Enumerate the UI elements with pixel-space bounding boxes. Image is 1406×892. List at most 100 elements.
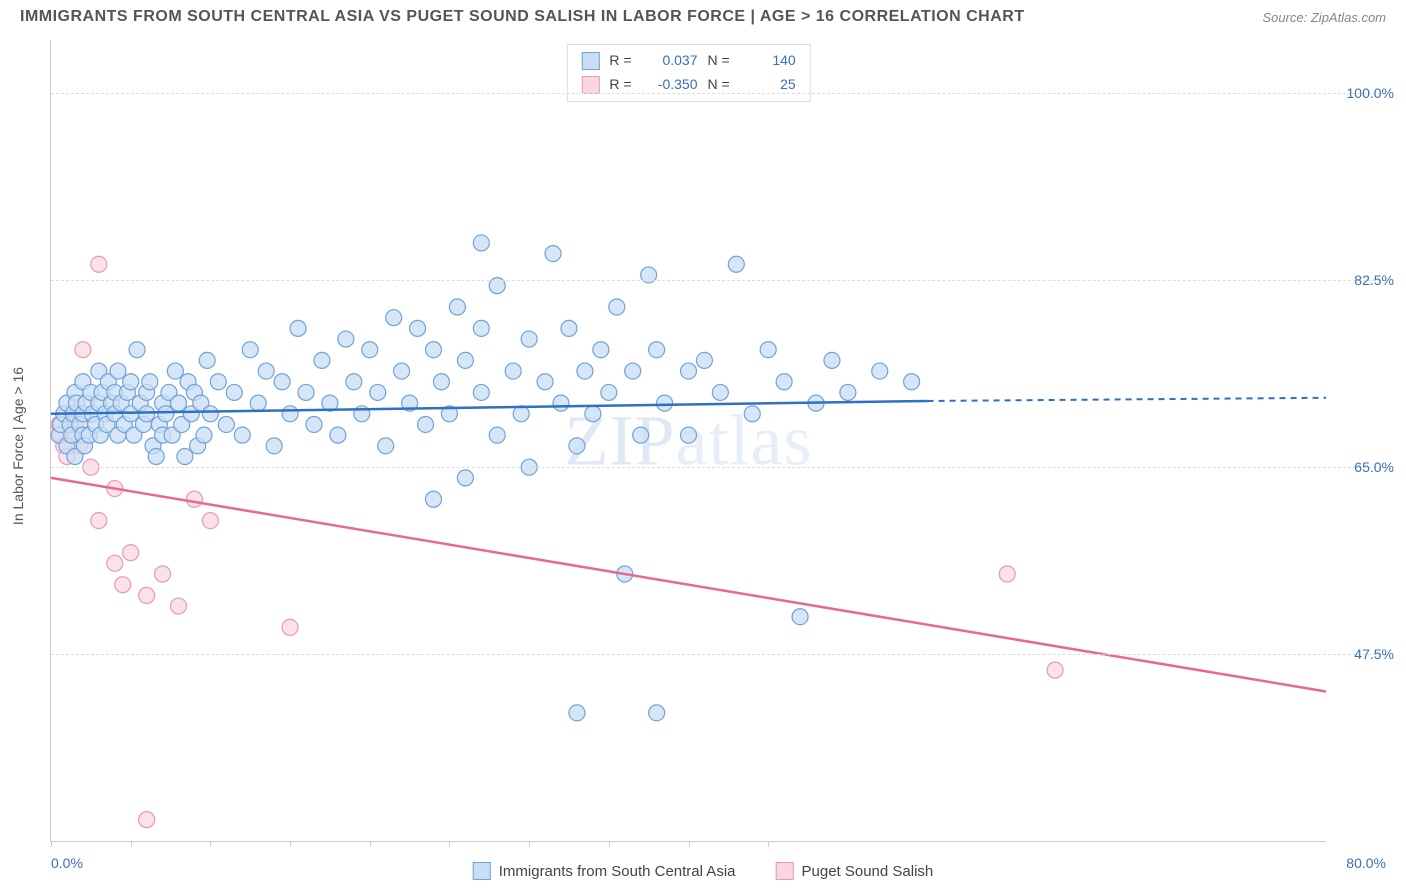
scatter-point (457, 352, 473, 368)
chart-title: IMMIGRANTS FROM SOUTH CENTRAL ASIA VS PU… (20, 8, 1025, 26)
scatter-point (314, 352, 330, 368)
x-tick (689, 841, 690, 847)
scatter-point (625, 363, 641, 379)
scatter-point (167, 363, 183, 379)
scatter-point (681, 363, 697, 379)
swatch-blue (473, 862, 491, 880)
y-tick-label: 47.5% (1334, 646, 1394, 662)
scatter-point (171, 395, 187, 411)
scatter-point (418, 416, 434, 432)
scatter-point (330, 427, 346, 443)
scatter-point (410, 320, 426, 336)
scatter-point (346, 374, 362, 390)
scatter-point (107, 555, 123, 571)
scatter-point (505, 363, 521, 379)
y-tick-label: 65.0% (1334, 459, 1394, 475)
scatter-point (177, 449, 193, 465)
legend-label-series1: Immigrants from South Central Asia (499, 863, 736, 880)
x-tick (131, 841, 132, 847)
scatter-point (840, 384, 856, 400)
scatter-point (110, 363, 126, 379)
scatter-point (561, 320, 577, 336)
scatter-point (202, 513, 218, 529)
scatter-point (792, 609, 808, 625)
scatter-point (258, 363, 274, 379)
x-tick-label: 80.0% (1346, 855, 1386, 871)
scatter-point (633, 427, 649, 443)
scatter-point (521, 331, 537, 347)
scatter-point (489, 427, 505, 443)
scatter-point (171, 598, 187, 614)
n-label: N = (708, 49, 730, 73)
scatter-point (250, 395, 266, 411)
scatter-point (91, 513, 107, 529)
legend-item-series2: Puget Sound Salish (776, 862, 934, 880)
scatter-point (91, 256, 107, 272)
scatter-point (226, 384, 242, 400)
scatter-point (904, 374, 920, 390)
scatter-point (426, 342, 442, 358)
scatter-point (394, 363, 410, 379)
scatter-point (696, 352, 712, 368)
scatter-point (75, 342, 91, 358)
scatter-point (139, 812, 155, 828)
scatter-point (370, 384, 386, 400)
scatter-point (274, 374, 290, 390)
legend-bottom: Immigrants from South Central Asia Puget… (473, 862, 934, 880)
x-tick (290, 841, 291, 847)
y-tick-label: 100.0% (1334, 85, 1394, 101)
scatter-point (824, 352, 840, 368)
y-axis-title: In Labor Force | Age > 16 (10, 367, 26, 525)
scatter-point (1047, 662, 1063, 678)
scatter-point (306, 416, 322, 432)
swatch-blue (581, 52, 599, 70)
scatter-point (155, 566, 171, 582)
gridline (51, 93, 1386, 94)
scatter-point (872, 363, 888, 379)
scatter-point (298, 384, 314, 400)
scatter-point (473, 320, 489, 336)
n-value-blue: 140 (740, 49, 796, 73)
scatter-point (129, 342, 145, 358)
scatter-point (199, 352, 215, 368)
scatter-point (158, 406, 174, 422)
regression-line-pink (51, 478, 1326, 692)
x-tick-label: 0.0% (51, 855, 83, 871)
scatter-point (728, 256, 744, 272)
scatter-point (362, 342, 378, 358)
scatter-point (569, 438, 585, 454)
scatter-point (139, 587, 155, 603)
swatch-pink (776, 862, 794, 880)
scatter-point (601, 384, 617, 400)
scatter-point (609, 299, 625, 315)
scatter-point (545, 246, 561, 262)
scatter-point (426, 491, 442, 507)
scatter-point (473, 384, 489, 400)
scatter-point (115, 577, 131, 593)
scatter-point (123, 374, 139, 390)
legend-item-series1: Immigrants from South Central Asia (473, 862, 736, 880)
scatter-point (218, 416, 234, 432)
scatter-point (760, 342, 776, 358)
scatter-point (290, 320, 306, 336)
scatter-point (148, 449, 164, 465)
scatter-point (473, 235, 489, 251)
scatter-point (585, 406, 601, 422)
chart-header: IMMIGRANTS FROM SOUTH CENTRAL ASIA VS PU… (0, 0, 1406, 30)
scatter-point (776, 374, 792, 390)
scatter-point (202, 406, 218, 422)
legend-row-series1: R = 0.037 N = 140 (581, 49, 795, 73)
scatter-point (242, 342, 258, 358)
scatter-point (577, 363, 593, 379)
scatter-point (537, 374, 553, 390)
r-label: R = (609, 49, 631, 73)
scatter-point (266, 438, 282, 454)
plot-area: ZIPatlas R = 0.037 N = 140 R = -0.350 N … (50, 40, 1326, 842)
regression-line-blue-dashed (928, 398, 1326, 401)
scatter-point (386, 310, 402, 326)
gridline (51, 467, 1386, 468)
x-tick (529, 841, 530, 847)
scatter-point (196, 427, 212, 443)
source-attribution: Source: ZipAtlas.com (1262, 10, 1386, 25)
legend-label-series2: Puget Sound Salish (802, 863, 934, 880)
